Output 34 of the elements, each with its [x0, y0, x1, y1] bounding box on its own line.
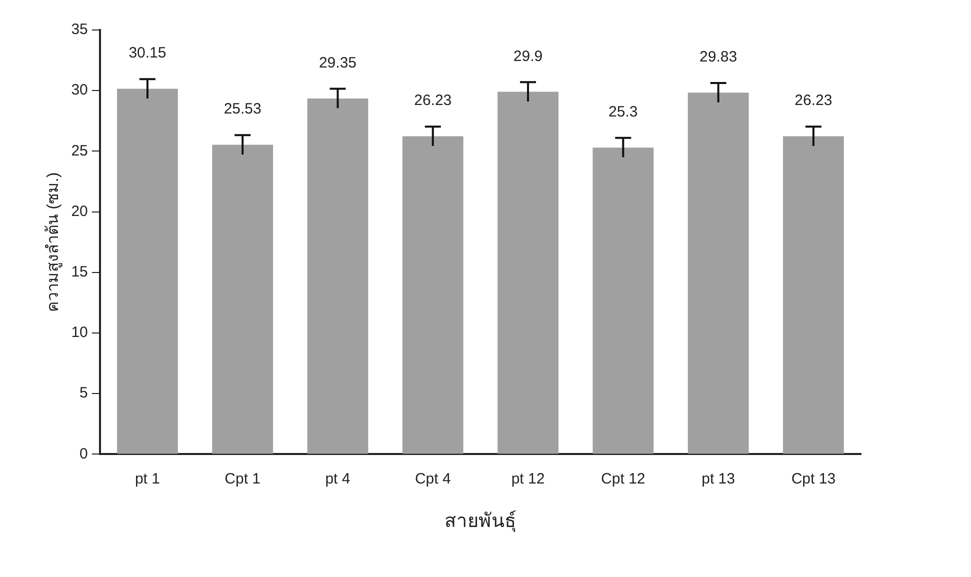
y-tick-label: 20	[71, 202, 88, 220]
data-label: 29.9	[513, 48, 543, 65]
bar	[688, 92, 749, 454]
y-tick-label: 30	[71, 82, 88, 99]
x-tick-label: Cpt 1	[224, 470, 261, 488]
data-label: 26.23	[794, 92, 832, 110]
bar	[307, 98, 368, 454]
y-tick-label: 10	[71, 324, 88, 342]
bar	[212, 144, 274, 454]
x-axis-title: สายพันธุ์	[444, 510, 516, 533]
y-tick-label: 5	[80, 384, 88, 402]
bar	[782, 136, 844, 454]
x-tick-label: pt 4	[325, 470, 350, 488]
x-tick-label: Cpt 4	[414, 470, 451, 488]
bar	[592, 148, 654, 454]
data-label: 29.83	[700, 48, 738, 66]
y-tick-label: 15	[71, 264, 88, 281]
x-tick-label: pt 1	[134, 470, 160, 488]
y-tick-label: 35	[71, 21, 88, 38]
data-label: 25.3	[608, 104, 638, 121]
data-label: 29.35	[318, 54, 357, 72]
x-tick-label: Cpt 13	[791, 470, 836, 488]
x-tick-label: pt 12	[511, 470, 545, 488]
data-label: 25.53	[224, 100, 262, 118]
data-label: 26.23	[414, 92, 452, 110]
y-tick-label: 0	[80, 445, 88, 462]
y-axis-title: ความสูงลำต้น (ซม.)	[44, 172, 64, 312]
x-tick-label: Cpt 12	[601, 470, 646, 488]
x-tick-label: pt 13	[702, 470, 735, 488]
bar	[402, 136, 464, 454]
y-tick-label: 25	[71, 142, 88, 160]
bar	[117, 88, 178, 454]
data-label: 30.15	[128, 44, 166, 62]
bar	[498, 92, 558, 454]
